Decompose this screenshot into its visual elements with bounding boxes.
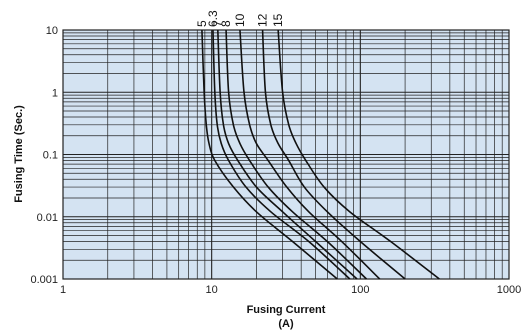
- x-tick-label: 1: [60, 284, 66, 296]
- fuse-curve-8: [225, 29, 368, 280]
- fuse-curve-12: [261, 29, 406, 280]
- fuse-curve-7: [217, 29, 358, 280]
- plot-frame: [62, 29, 510, 280]
- y-tick-label: 0.1: [43, 150, 58, 162]
- x-tick-label: 10: [206, 284, 218, 296]
- fuse-curve-6-3: [212, 29, 351, 280]
- curve-label-15: 15: [271, 13, 285, 27]
- y-tick-labels: 0.001 0.01 0.1 1 10: [30, 25, 58, 286]
- y-tick-label: 10: [46, 25, 58, 37]
- curve-label-7: 7: [211, 20, 225, 27]
- x-tick-label: 100: [351, 284, 369, 296]
- curve-label-10: 10: [233, 13, 247, 27]
- x-tick-label: 1000: [497, 284, 521, 296]
- curve-label-12: 12: [256, 13, 270, 27]
- x-tick-labels: 1 10 100 1000: [60, 284, 521, 296]
- x-axis-title: Fusing Current: [247, 304, 326, 316]
- fuse-curve-5: [201, 29, 338, 280]
- fuse-curve-15: [277, 29, 440, 280]
- y-tick-label: 0.01: [37, 212, 58, 224]
- x-axis-unit: (A): [278, 318, 294, 330]
- y-tick-label: 1: [52, 87, 58, 99]
- fuse-curve-10: [239, 29, 381, 280]
- y-axis-title: Fusing Time (Sec.): [13, 105, 25, 203]
- curve-label-6-3: 6.3: [206, 10, 220, 27]
- curve-labels: 56.378 10 12 15: [195, 10, 285, 27]
- curve-label-5: 5: [195, 20, 209, 27]
- curve-label-8: 8: [219, 20, 233, 27]
- fuse-curves: [201, 29, 440, 280]
- y-tick-label: 0.001: [30, 274, 58, 286]
